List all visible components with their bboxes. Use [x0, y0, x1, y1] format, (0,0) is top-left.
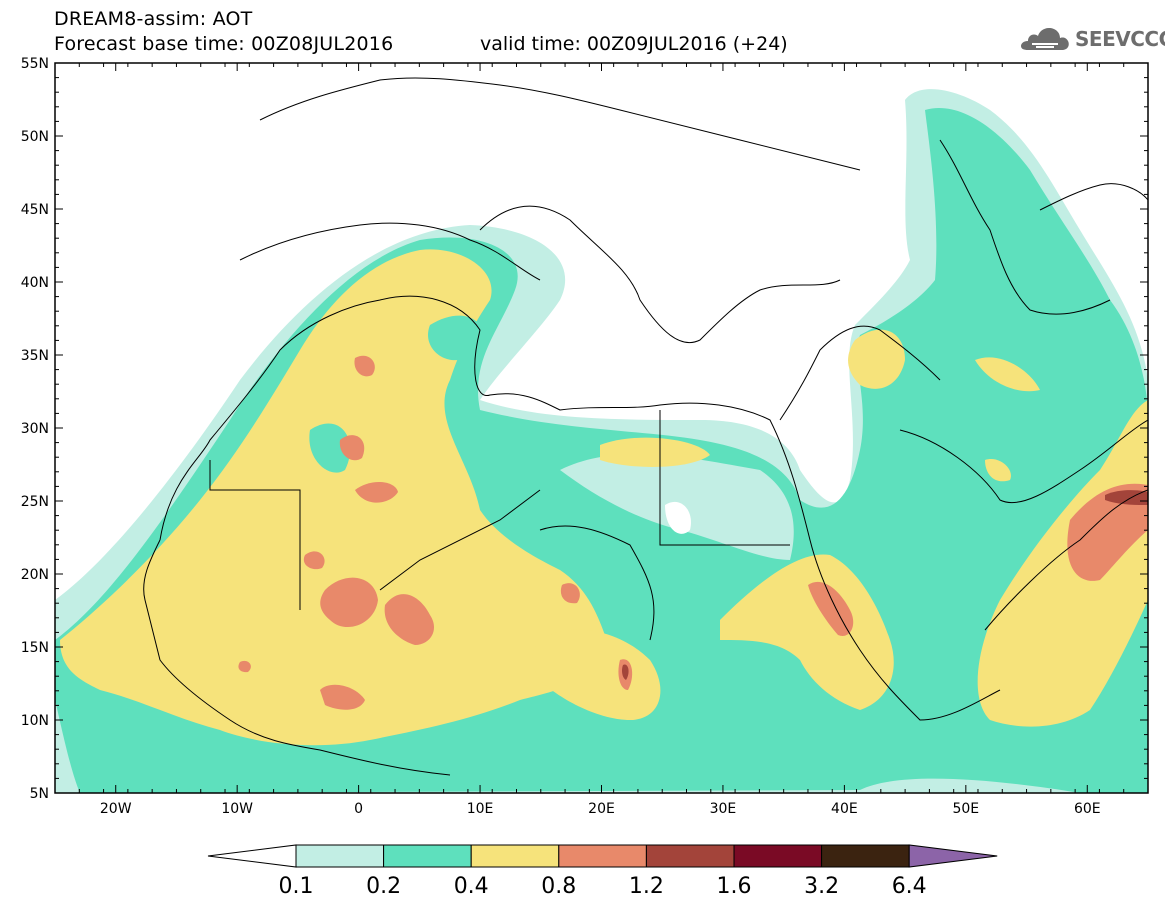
lon-label: 20W [100, 801, 132, 817]
colorbar-label: 0.2 [366, 874, 401, 899]
colorbar-swatch [733, 844, 823, 868]
colorbar-swatch [645, 844, 735, 868]
colorbar-label: 0.8 [541, 874, 576, 899]
colorbar-swatch [821, 844, 910, 868]
lat-label: 20N [21, 567, 49, 583]
colorbar-label: 3.2 [804, 874, 839, 899]
lat-label: 35N [21, 348, 49, 364]
lon-label: 0 [354, 801, 363, 817]
lat-label: 5N [30, 786, 49, 802]
longitude-axis: 20W 10W 0 10E 20E 30E 40E 50E 60E [54, 63, 1149, 817]
colorbar-label: 1.2 [629, 874, 664, 899]
lon-label: 60E [1074, 801, 1101, 817]
valid-time: valid time: 00Z09JUL2016 (+24) [480, 33, 788, 55]
lat-label: 25N [21, 494, 49, 510]
aot-field [55, 63, 1148, 793]
lat-label: 30N [21, 421, 49, 437]
colorbar-label: 1.6 [717, 874, 752, 899]
latitude-axis: 55N 50N 45N 40N 35N 30N 25N 20N 15N 10N 5N [21, 56, 1148, 802]
colorbar-swatch [558, 844, 647, 868]
lon-label: 50E [952, 801, 979, 817]
lat-label: 10N [21, 713, 49, 729]
colorbar-label: 0.4 [454, 874, 489, 899]
colorbar-legend: 0.1 0.2 0.4 0.8 1.2 1.6 3.2 6.4 [207, 844, 998, 899]
map-title: DREAM8-assim: AOT [54, 8, 253, 30]
lat-label: 15N [21, 640, 49, 656]
lon-label: 40E [831, 801, 858, 817]
lat-label: 50N [21, 129, 49, 145]
lon-label: 10E [467, 801, 494, 817]
colorbar-low-arrow [207, 844, 297, 868]
colorbar-swatch [383, 844, 472, 868]
colorbar-label: 0.1 [279, 874, 314, 899]
lat-label: 45N [21, 202, 49, 218]
lon-label: 20E [588, 801, 615, 817]
lon-label: 10W [221, 801, 253, 817]
lat-label: 55N [21, 56, 49, 72]
coastlines [143, 77, 1148, 776]
colorbar-swatch [470, 844, 560, 868]
colorbar-label: 6.4 [892, 874, 927, 899]
lon-label: 30E [710, 801, 737, 817]
colorbar-high-arrow [908, 844, 998, 868]
forecast-base-time: Forecast base time: 00Z08JUL2016 [54, 33, 394, 55]
seevccc-logo: SEEVCCC [1018, 22, 1165, 56]
logo-text: SEEVCCC [1075, 27, 1165, 51]
lat-label: 40N [21, 275, 49, 291]
cloud-icon [1021, 28, 1069, 50]
colorbar-swatch [295, 844, 385, 868]
